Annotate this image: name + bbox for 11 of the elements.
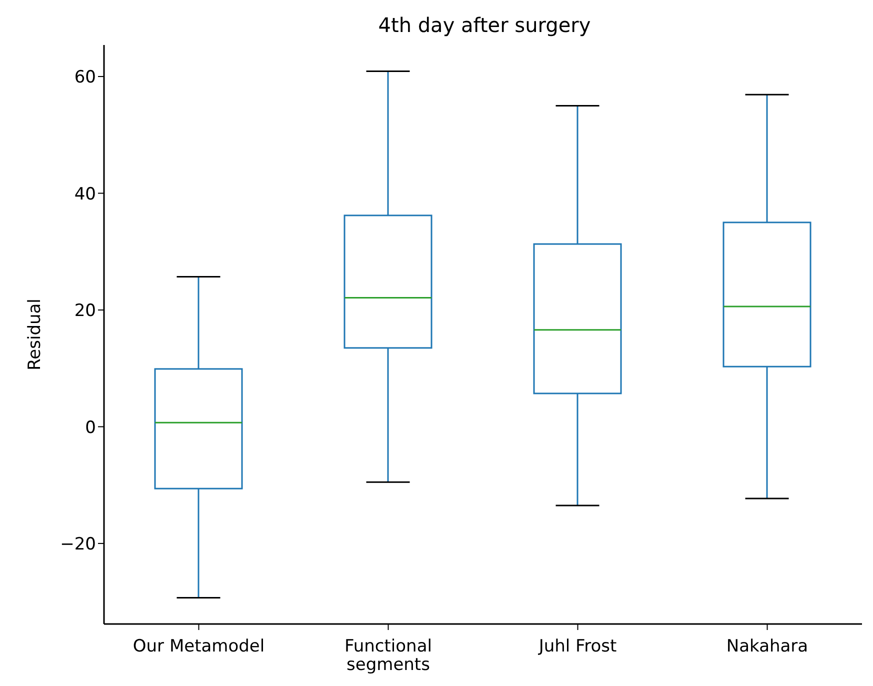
y-tick-label: 20 bbox=[74, 301, 96, 322]
x-tick-label: Nakahara bbox=[726, 636, 808, 656]
y-axis-title: Residual bbox=[25, 298, 46, 370]
y-tick-label: 0 bbox=[85, 418, 96, 438]
y-tick-label: 40 bbox=[74, 184, 96, 204]
y-tick-label: −20 bbox=[60, 534, 96, 554]
x-tick-label: Juhl Frost bbox=[538, 636, 617, 656]
x-tick-label: Functional segments bbox=[344, 636, 432, 675]
x-tick-label: Our Metamodel bbox=[132, 636, 265, 656]
chart-title: 4th day after surgery bbox=[377, 12, 592, 39]
y-tick-label: 60 bbox=[74, 68, 96, 88]
